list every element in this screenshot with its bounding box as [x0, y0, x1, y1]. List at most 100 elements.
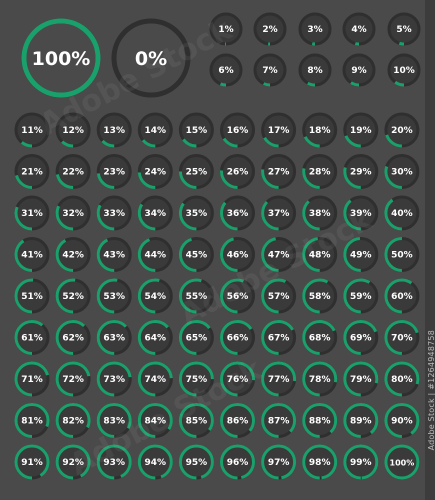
percent-label: 89%: [350, 417, 372, 427]
circle-background: [300, 55, 330, 85]
circle-background: [262, 321, 295, 354]
percent-label: 39%: [350, 209, 372, 219]
progress-arc: [178, 237, 214, 272]
progress-circle: 1%: [209, 12, 243, 46]
circle-background: [57, 114, 90, 146]
progress-circle: 84%: [137, 403, 173, 438]
percent-label: 85%: [186, 417, 208, 427]
progress-arc: [137, 278, 173, 314]
progress-arc: [253, 53, 287, 87]
progress-arc: [220, 237, 255, 272]
percent-label: 3%: [307, 25, 322, 35]
percent-label: 6%: [218, 66, 233, 76]
progress-circle: 100%: [384, 444, 420, 480]
percent-label: 46%: [227, 251, 249, 261]
progress-circle: 53%: [96, 278, 132, 314]
progress-arc: [387, 53, 421, 87]
circle-background: [57, 404, 90, 437]
progress-circle: 47%: [261, 237, 297, 272]
circle-background: [139, 363, 172, 395]
progress-arc: [261, 112, 297, 148]
progress-arc: [55, 361, 91, 397]
circle-background: [385, 238, 418, 271]
percent-label: 26%: [227, 168, 249, 178]
percent-label: 40%: [391, 209, 413, 219]
circle-background: [262, 155, 295, 188]
circle-background: [98, 114, 131, 146]
progress-circle: 45%: [178, 237, 214, 272]
circle-background: [221, 155, 254, 188]
progress-circle: 9%: [342, 53, 376, 87]
progress-arc: [342, 53, 376, 87]
percent-label: 14%: [145, 126, 167, 136]
progress-arc: [343, 320, 379, 355]
progress-circle: 29%: [343, 154, 379, 189]
progress-circle: 34%: [137, 195, 173, 231]
percent-label: 13%: [103, 126, 125, 136]
progress-circle: 15%: [178, 112, 214, 148]
progress-circle: 57%: [261, 278, 297, 314]
progress-arc: [343, 444, 379, 480]
percent-label: 11%: [21, 126, 43, 136]
percent-label: 66%: [227, 334, 249, 344]
circle-background: [385, 197, 418, 229]
circle-background: [16, 280, 48, 312]
progress-arc: [384, 195, 420, 231]
circle-background: [139, 404, 172, 437]
progress-arc: [21, 18, 101, 98]
circle-background: [211, 55, 241, 85]
percent-label: 36%: [227, 209, 249, 219]
progress-circle: 95%: [178, 444, 214, 480]
circle-background: [344, 114, 377, 146]
progress-arc: [253, 12, 287, 46]
circle-background: [98, 155, 131, 188]
percent-label: 77%: [268, 375, 290, 385]
progress-arc: [14, 361, 50, 397]
progress-circle: 100%: [21, 18, 101, 98]
progress-arc: [137, 154, 173, 189]
progress-arc: [302, 403, 338, 438]
progress-circle: 72%: [55, 361, 91, 397]
percent-label: 2%: [262, 25, 277, 35]
progress-circle: 44%: [137, 237, 173, 272]
progress-arc: [209, 12, 243, 46]
circle-background: [221, 280, 254, 312]
progress-arc: [343, 154, 379, 189]
circle-background: [180, 114, 213, 146]
progress-circle: 17%: [261, 112, 297, 148]
progress-arc: [342, 12, 376, 46]
progress-arc: [387, 12, 421, 46]
circle-background: [385, 280, 418, 312]
percent-label: 88%: [309, 417, 331, 427]
progress-circle: 82%: [55, 403, 91, 438]
percent-label: 93%: [103, 458, 125, 468]
circle-background: [303, 321, 336, 354]
progress-arc: [298, 53, 332, 87]
percent-label: 56%: [227, 292, 249, 302]
circle-background: [344, 155, 377, 188]
stock-id-text: Adobe Stock | #1264948758: [427, 330, 435, 451]
progress-arc: [14, 444, 50, 480]
progress-arc: [137, 361, 173, 397]
progress-arc: [137, 320, 173, 355]
progress-arc: [178, 320, 214, 355]
circle-background: [221, 114, 254, 146]
circle-background: [98, 446, 131, 478]
progress-circle: 67%: [261, 320, 297, 355]
progress-circle: 46%: [220, 237, 255, 272]
progress-arc: [343, 361, 379, 397]
circle-background: [57, 446, 90, 478]
percent-label: 81%: [21, 417, 43, 427]
progress-arc: [261, 403, 297, 438]
percent-label: 52%: [62, 292, 84, 302]
circle-background: [16, 238, 48, 271]
percent-label: 50%: [391, 251, 413, 261]
progress-circle: 85%: [178, 403, 214, 438]
progress-arc: [178, 195, 214, 231]
progress-circle: 77%: [261, 361, 297, 397]
progress-arc: [302, 320, 338, 355]
circle-background: [303, 197, 336, 229]
progress-circle: 22%: [55, 154, 91, 189]
progress-arc: [384, 320, 420, 355]
percent-label: 61%: [21, 334, 43, 344]
